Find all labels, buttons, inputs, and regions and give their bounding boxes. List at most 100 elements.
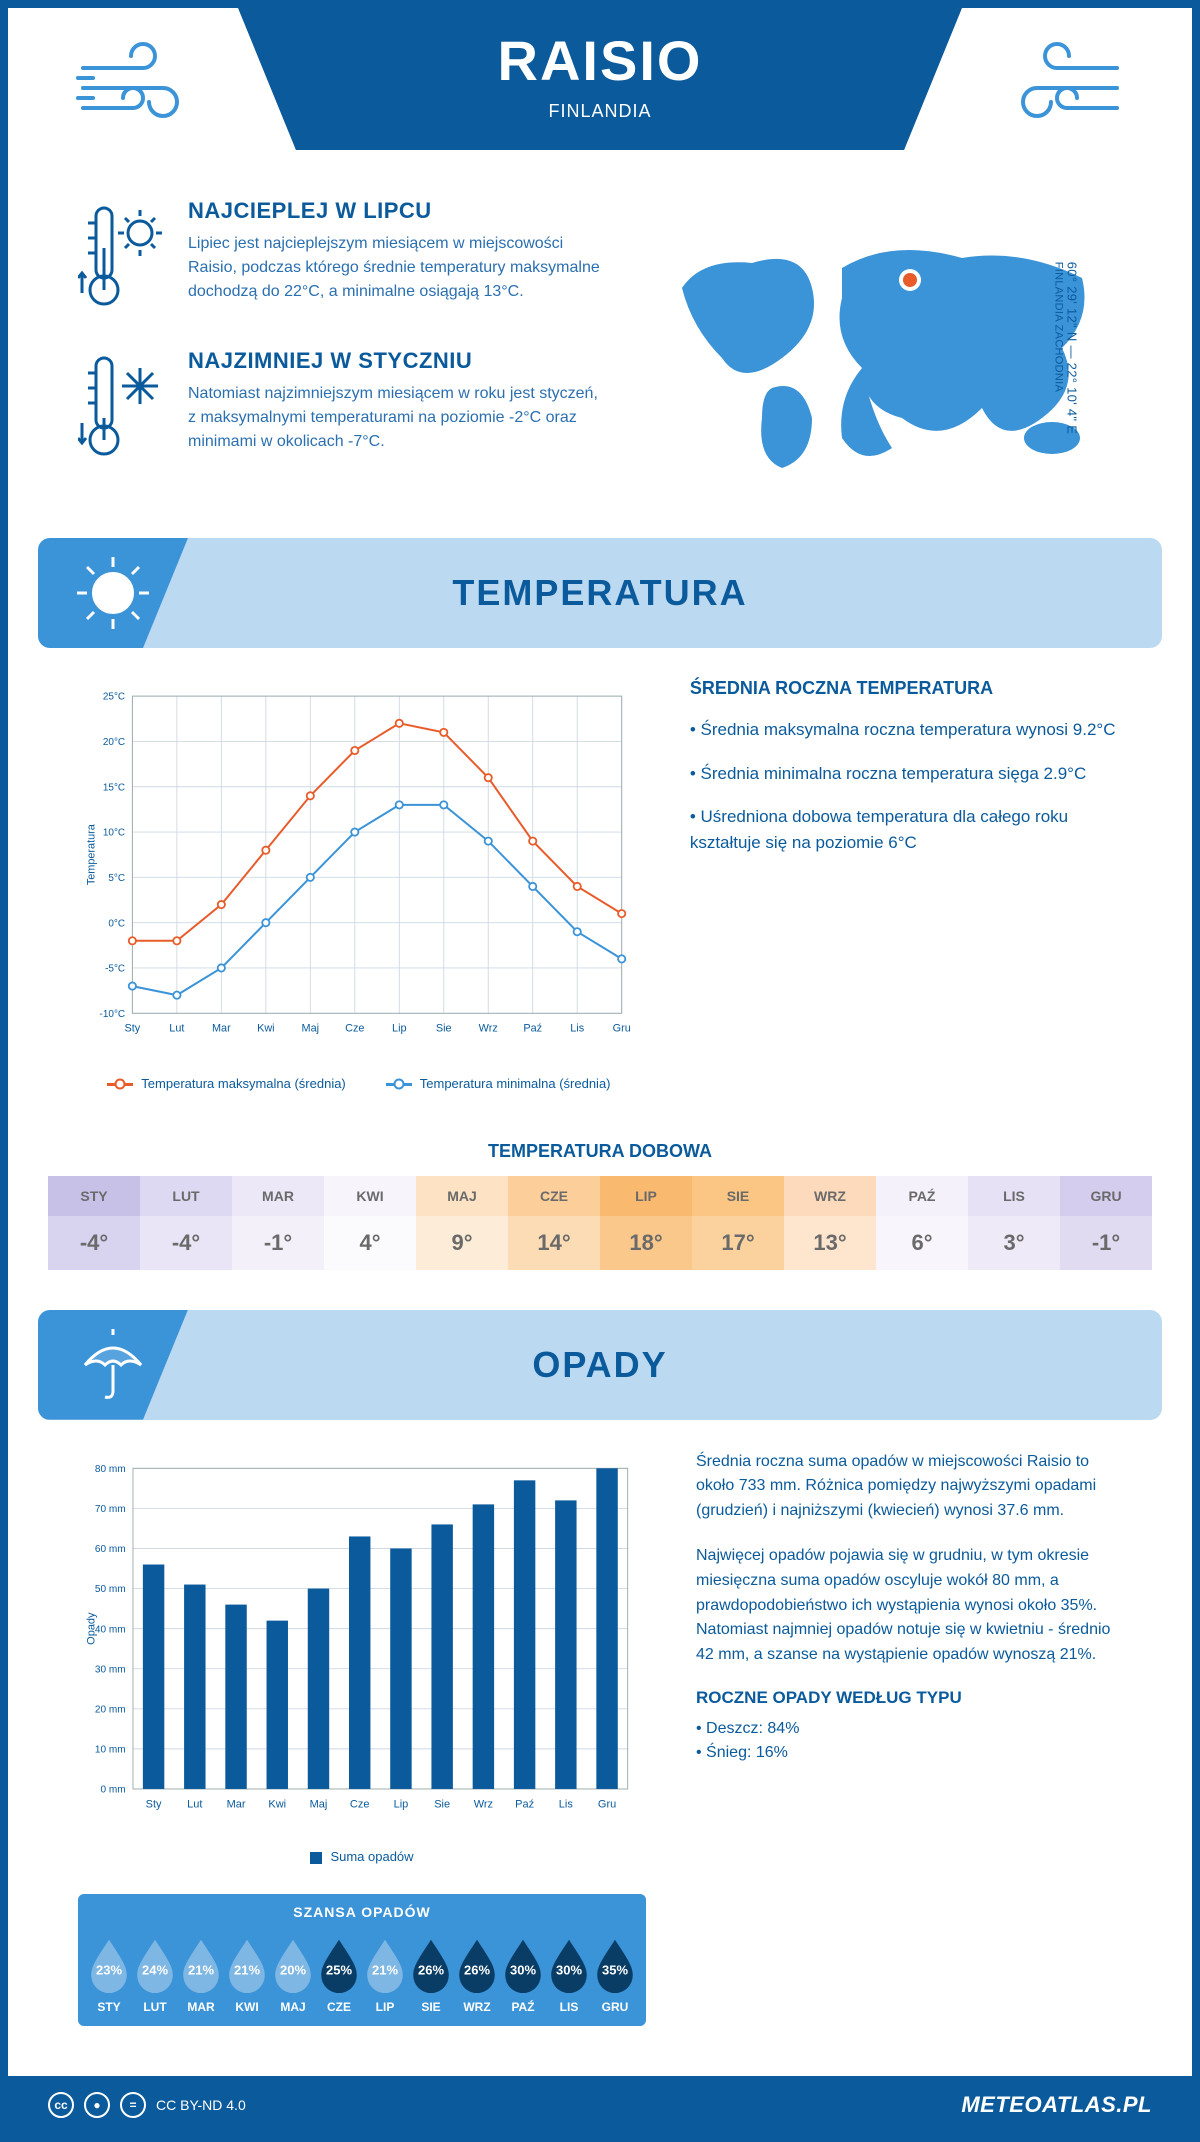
by-icon: ● [84,2092,110,2118]
daily-col: MAJ 9° [416,1176,508,1270]
svg-text:Mar: Mar [212,1022,231,1034]
svg-text:Lut: Lut [187,1798,202,1810]
precip-body: 0 mm 10 mm 20 mm 30 mm 40 mm 50 mm 60 mm 70 mm 8… [8,1450,1192,2057]
infographic-page: RAISIO FINLANDIA [0,0,1200,2142]
svg-text:-10°C: -10°C [100,1009,126,1020]
sun-icon [38,538,188,648]
daily-col: LUT -4° [140,1176,232,1270]
svg-text:Sty: Sty [146,1798,162,1810]
daily-temp-title: TEMPERATURA DOBOWA [8,1141,1192,1162]
temperature-banner: TEMPERATURA [38,538,1162,648]
chance-drop: 20% MAJ [270,1936,316,2014]
svg-text:Maj: Maj [310,1798,328,1810]
precip-type-heading: ROCZNE OPADY WEDŁUG TYPU [696,1688,1122,1708]
svg-text:Sie: Sie [434,1798,450,1810]
svg-text:15°C: 15°C [103,782,125,793]
chance-drop: 21% MAR [178,1936,224,2014]
footer: cc ● = CC BY-ND 4.0 METEOATLAS.PL [8,2076,1192,2134]
temp-info-p2: Średnia minimalna roczna temperatura się… [690,761,1122,787]
svg-text:Lis: Lis [570,1022,584,1034]
temp-legend: Temperatura maksymalna (średnia) Tempera… [78,1076,640,1091]
precip-legend: Suma opadów [78,1849,646,1864]
coldest-text: Natomiast najzimniejszym miesiącem w rok… [188,382,602,454]
city-title: RAISIO [258,28,942,93]
svg-text:60 mm: 60 mm [95,1544,126,1555]
coordinates-label: 60° 29' 12" N — 22° 10' 4" E FINLANDIA Z… [1052,262,1079,434]
svg-text:Kwi: Kwi [257,1022,275,1034]
precip-p2: Najwięcej opadów pojawia się w grudniu, … [696,1544,1122,1668]
chance-drop: 26% SIE [408,1936,454,2014]
daily-col: LIP 18° [600,1176,692,1270]
temp-info-p1: Średnia maksymalna roczna temperatura wy… [690,717,1122,743]
chance-drop: 35% GRU [592,1936,638,2014]
svg-text:Lip: Lip [392,1022,407,1034]
coldest-block: NAJZIMNIEJ W STYCZNIU Natomiast najzimni… [78,348,602,468]
chance-title: SZANSA OPADÓW [78,1894,646,1930]
svg-text:0°C: 0°C [108,918,125,929]
intro-section: NAJCIEPLEJ W LIPCU Lipiec jest najcieple… [8,188,1192,528]
hottest-title: NAJCIEPLEJ W LIPCU [188,198,602,224]
precip-chance-box: SZANSA OPADÓW 23% STY 24% LUT 21% MAR 21… [78,1894,646,2026]
country-subtitle: FINLANDIA [258,101,942,122]
svg-text:10 mm: 10 mm [95,1744,126,1755]
temp-info-p3: Uśredniona dobowa temperatura dla całego… [690,804,1122,855]
chance-drop: 26% WRZ [454,1936,500,2014]
svg-text:Kwi: Kwi [268,1798,286,1810]
thermometer-sun-icon [78,198,168,318]
svg-text:-5°C: -5°C [105,964,125,975]
daily-col: MAR -1° [232,1176,324,1270]
precip-rain: Deszcz: 84% [696,1720,1122,1738]
svg-text:Wrz: Wrz [474,1798,493,1810]
header: RAISIO FINLANDIA [8,8,1192,188]
temp-info-heading: ŚREDNIA ROCZNA TEMPERATURA [690,678,1122,699]
daily-col: LIS 3° [968,1176,1060,1270]
precip-snow: Śnieg: 16% [696,1744,1122,1762]
svg-text:30 mm: 30 mm [95,1664,126,1675]
precip-p1: Średnia roczna suma opadów w miejscowośc… [696,1450,1122,1524]
svg-text:70 mm: 70 mm [95,1504,126,1515]
daily-temp-table: STY -4° LUT -4° MAR -1° KWI 4° MAJ 9° CZ… [48,1176,1152,1270]
chance-drop: 30% LIS [546,1936,592,2014]
temperature-line-chart: -10°C-5°C0°C5°C10°C15°C20°C25°CStyLutMar… [78,678,640,1091]
thermometer-snow-icon [78,348,168,468]
chance-drop: 30% PAŹ [500,1936,546,2014]
title-banner: RAISIO FINLANDIA [238,8,962,150]
svg-text:0 mm: 0 mm [100,1784,125,1795]
svg-text:Lip: Lip [394,1798,409,1810]
intro-text-column: NAJCIEPLEJ W LIPCU Lipiec jest najcieple… [78,198,602,498]
svg-text:5°C: 5°C [108,873,125,884]
chance-drops-row: 23% STY 24% LUT 21% MAR 21% KWI [78,1930,646,2014]
daily-col: STY -4° [48,1176,140,1270]
precip-banner: OPADY [38,1310,1162,1420]
temperature-heading: TEMPERATURA [38,572,1162,614]
svg-text:80 mm: 80 mm [95,1464,126,1475]
svg-text:20°C: 20°C [103,737,125,748]
precip-heading: OPADY [38,1344,1162,1386]
svg-text:Wrz: Wrz [479,1022,498,1034]
daily-col: WRZ 13° [784,1176,876,1270]
svg-text:40 mm: 40 mm [95,1624,126,1635]
svg-text:Cze: Cze [350,1798,370,1810]
daily-col: PAŹ 6° [876,1176,968,1270]
daily-col: SIE 17° [692,1176,784,1270]
svg-text:20 mm: 20 mm [95,1704,126,1715]
temperature-body: -10°C-5°C0°C5°C10°C15°C20°C25°CStyLutMar… [8,678,1192,1121]
umbrella-icon [38,1310,188,1420]
precip-info: Średnia roczna suma opadów w miejscowośc… [696,1450,1122,2027]
svg-text:Paź: Paź [515,1798,534,1810]
svg-text:Maj: Maj [302,1022,320,1034]
chance-drop: 23% STY [86,1936,132,2014]
nd-icon: = [120,2092,146,2118]
hottest-text: Lipiec jest najcieplejszym miesiącem w m… [188,232,602,304]
svg-text:Gru: Gru [613,1022,631,1034]
site-name: METEOATLAS.PL [961,2092,1152,2118]
svg-text:Paź: Paź [523,1022,542,1034]
svg-text:50 mm: 50 mm [95,1584,126,1595]
svg-text:Lut: Lut [169,1022,184,1034]
license-block: cc ● = CC BY-ND 4.0 [48,2092,246,2118]
svg-text:25°C: 25°C [103,692,125,703]
cc-icon: cc [48,2092,74,2118]
svg-text:Lis: Lis [559,1798,574,1810]
license-text: CC BY-ND 4.0 [156,2097,246,2113]
hottest-block: NAJCIEPLEJ W LIPCU Lipiec jest najcieple… [78,198,602,318]
